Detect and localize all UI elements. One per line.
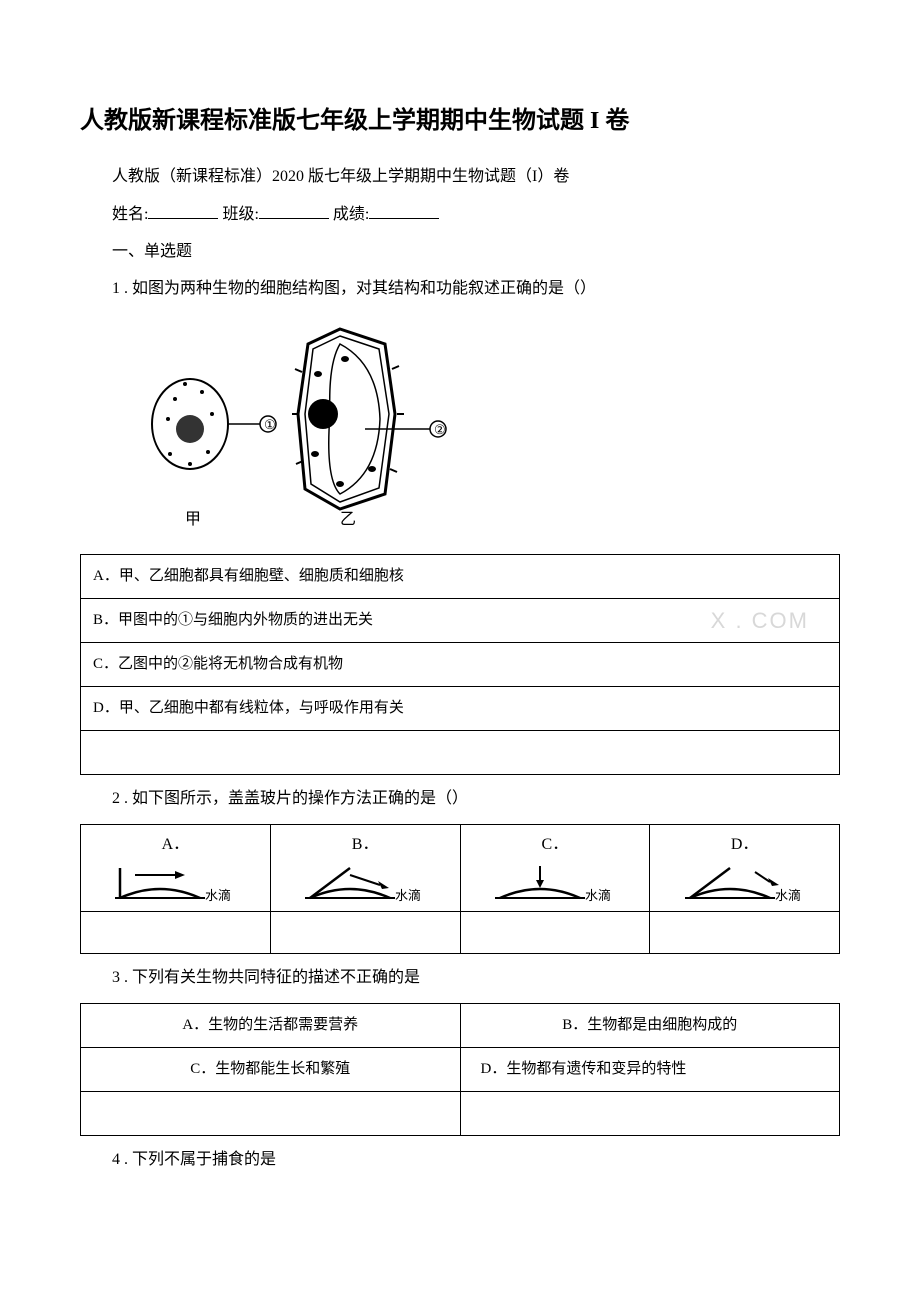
- student-info-line: 姓名: 班级: 成绩:: [80, 200, 840, 230]
- q1-option-a[interactable]: A．甲、乙细胞都具有细胞壁、细胞质和细胞核: [81, 555, 840, 599]
- subtitle: 人教版（新课程标准）2020 版七年级上学期期中生物试题（I）卷: [80, 163, 840, 192]
- score-label: 成绩:: [333, 206, 369, 223]
- yi-label: 乙: [340, 511, 356, 528]
- q1-option-d[interactable]: D．甲、乙细胞中都有线粒体，与呼吸作用有关: [81, 687, 840, 731]
- jia-label: 甲: [185, 511, 201, 528]
- class-label: 班级:: [222, 206, 258, 223]
- name-blank[interactable]: [148, 200, 218, 219]
- section-1-heading: 一、单选题: [80, 238, 840, 267]
- q2-empty-d: [650, 911, 840, 953]
- q2-options-table: A． 水滴 B． 水滴 C．: [80, 824, 840, 954]
- q2-option-d[interactable]: D． 水滴: [650, 825, 840, 912]
- q2-empty-a: [81, 911, 271, 953]
- score-blank[interactable]: [369, 200, 439, 219]
- label-2-icon: ②: [434, 422, 446, 437]
- q1-option-b[interactable]: B．甲图中的①与细胞内外物质的进出无关X . COM: [81, 599, 840, 643]
- q3-option-a[interactable]: A．生物的生活都需要营养: [81, 1003, 461, 1047]
- svg-text:水滴: 水滴: [585, 888, 611, 903]
- q2-label-c: C．: [467, 831, 644, 860]
- name-label: 姓名:: [112, 206, 148, 223]
- q3-option-b[interactable]: B．生物都是由细胞构成的: [460, 1003, 840, 1047]
- q1-cell-diagram: ① 甲 ② 乙: [140, 314, 840, 545]
- class-blank[interactable]: [259, 200, 329, 219]
- q3-options-table: A．生物的生活都需要营养 B．生物都是由细胞构成的 C．生物都能生长和繁殖 D．…: [80, 1003, 840, 1136]
- q1-option-c[interactable]: C．乙图中的②能将无机物合成有机物: [81, 643, 840, 687]
- question-3-text: 3 . 下列有关生物共同特征的描述不正确的是: [80, 964, 840, 993]
- q2-label-d: D．: [656, 831, 833, 860]
- q3-option-c[interactable]: C．生物都能生长和繁殖: [81, 1047, 461, 1091]
- question-1-text: 1 . 如图为两种生物的细胞结构图，对其结构和功能叙述正确的是（）: [80, 275, 840, 304]
- q2-option-b[interactable]: B． 水滴: [270, 825, 460, 912]
- question-2-text: 2 . 如下图所示，盖盖玻片的操作方法正确的是（）: [80, 785, 840, 814]
- svg-text:水滴: 水滴: [395, 888, 421, 903]
- q1-empty-row: [81, 731, 840, 775]
- q2-label-a: A．: [87, 831, 264, 860]
- svg-text:水滴: 水滴: [205, 888, 231, 903]
- q2-option-c[interactable]: C． 水滴: [460, 825, 650, 912]
- q3-empty-2: [460, 1091, 840, 1135]
- q1-options-table: A．甲、乙细胞都具有细胞壁、细胞质和细胞核 B．甲图中的①与细胞内外物质的进出无…: [80, 554, 840, 775]
- page-title: 人教版新课程标准版七年级上学期期中生物试题 I 卷: [80, 100, 840, 143]
- q2-empty-b: [270, 911, 460, 953]
- question-4-text: 4 . 下列不属于捕食的是: [80, 1146, 840, 1175]
- svg-text:水滴: 水滴: [775, 888, 801, 903]
- watermark-text: X . COM: [711, 601, 809, 641]
- q2-label-b: B．: [277, 831, 454, 860]
- q3-option-d[interactable]: D．生物都有遗传和变异的特性: [460, 1047, 840, 1091]
- q2-option-a[interactable]: A． 水滴: [81, 825, 271, 912]
- q2-empty-c: [460, 911, 650, 953]
- q3-empty-1: [81, 1091, 461, 1135]
- label-1-icon: ①: [264, 417, 276, 432]
